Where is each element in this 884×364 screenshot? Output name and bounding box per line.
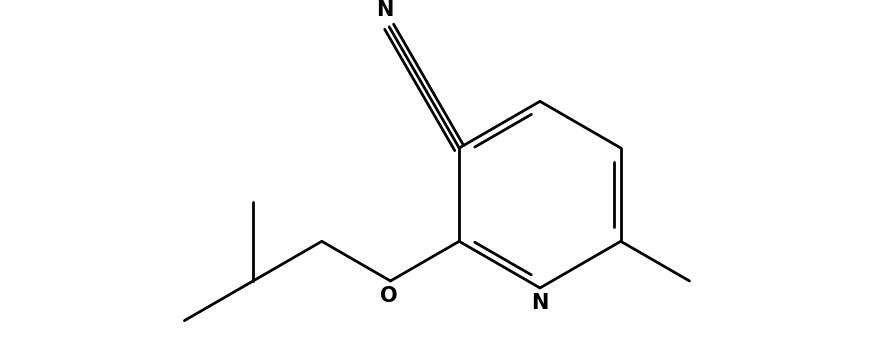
Text: N: N (376, 0, 393, 20)
Text: O: O (380, 286, 398, 306)
Text: N: N (531, 293, 549, 313)
